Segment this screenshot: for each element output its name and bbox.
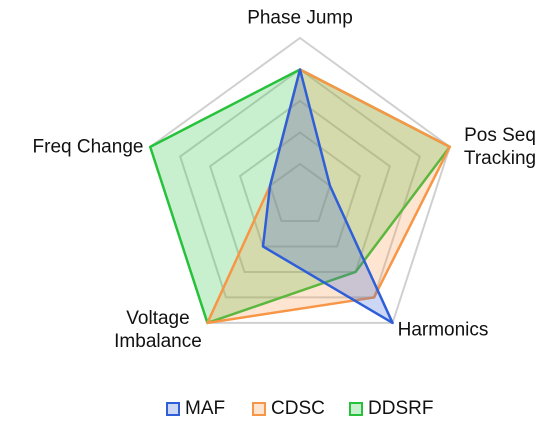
grid-ring — [149, 36, 451, 324]
axis-label: Freq Change — [32, 136, 144, 158]
legend-label: MAF — [185, 398, 226, 419]
axis-label: Harmonics — [397, 319, 489, 341]
legend-label: CDSC — [271, 398, 325, 419]
legend-swatch — [252, 402, 266, 416]
legend-label: DDSRF — [368, 398, 434, 419]
grid-ring — [238, 131, 362, 248]
grid-ring — [178, 68, 422, 299]
legend-swatch — [349, 402, 363, 416]
legend-item: CDSC — [252, 398, 325, 420]
axis-label: Pos Seq Tracking — [463, 125, 537, 169]
grid-ring — [268, 162, 332, 222]
axis-label: Voltage Imbalance — [114, 308, 202, 352]
series-area — [261, 68, 394, 325]
legend-item: MAF — [166, 398, 225, 420]
legend-item: DDSRF — [349, 398, 433, 420]
grid-ring — [208, 99, 392, 273]
legend-swatch — [166, 402, 180, 416]
axis-label: Phase Jump — [247, 7, 353, 29]
